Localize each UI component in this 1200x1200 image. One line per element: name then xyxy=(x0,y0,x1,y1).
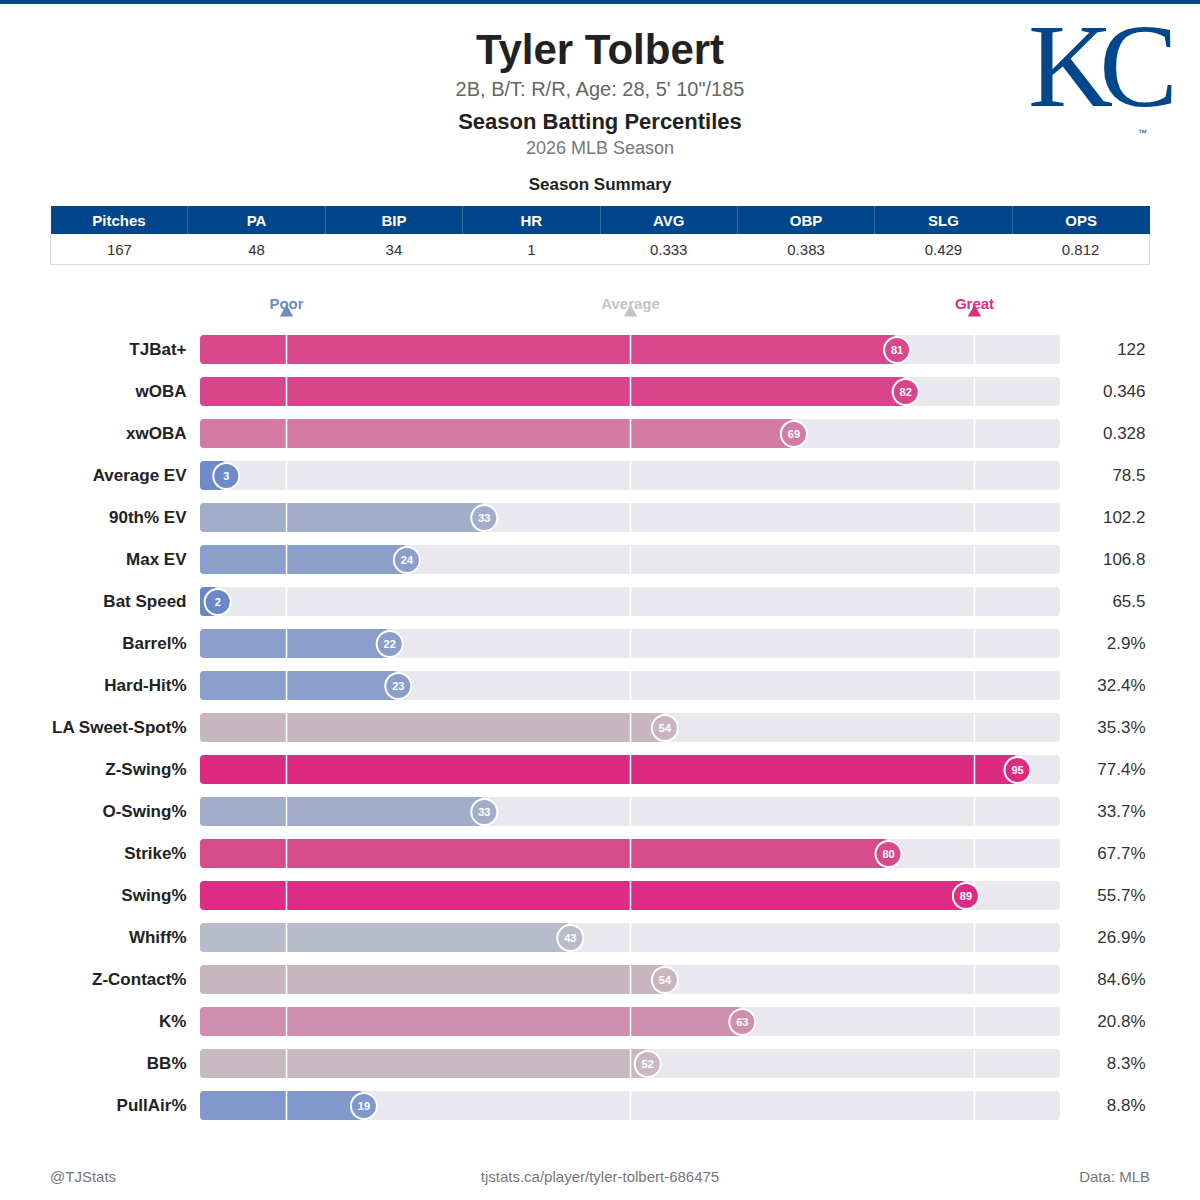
svg-text:Swing%: Swing% xyxy=(121,886,186,905)
html-text:PA: PA xyxy=(246,211,267,229)
svg-text:43: 43 xyxy=(564,932,576,944)
html-text:BIP: BIP xyxy=(381,211,407,229)
svg-text:0.328: 0.328 xyxy=(1103,424,1146,443)
svg-text:67.7%: 67.7% xyxy=(1097,844,1145,863)
svg-text:20.8%: 20.8% xyxy=(1097,1012,1145,1031)
html-text:KC: KC xyxy=(1028,1,1164,132)
html-text:Tyler Tolbert: Tyler Tolbert xyxy=(475,26,725,73)
html-text:Season Batting Percentiles: Season Batting Percentiles xyxy=(458,109,742,134)
html-text:167: 167 xyxy=(106,240,132,258)
html-text:@TJStats: @TJStats xyxy=(50,1168,117,1185)
svg-text:TJBat+: TJBat+ xyxy=(129,340,186,359)
svg-text:65.5: 65.5 xyxy=(1112,592,1145,611)
html-text:SLG: SLG xyxy=(928,211,959,229)
svg-text:69: 69 xyxy=(788,428,800,440)
html-text:2B, B/T: R/R, Age: 28, 5' 10"/: 2B, B/T: R/R, Age: 28, 5' 10"/185 xyxy=(455,78,745,100)
svg-text:89: 89 xyxy=(960,890,972,902)
svg-text:24: 24 xyxy=(401,554,414,566)
html-text:HR: HR xyxy=(520,211,543,229)
svg-text:Great: Great xyxy=(954,295,995,313)
svg-text:Average: Average xyxy=(601,295,660,313)
svg-text:35.3%: 35.3% xyxy=(1097,718,1145,737)
svg-text:8.3%: 8.3% xyxy=(1107,1054,1146,1073)
svg-text:O-Swing%: O-Swing% xyxy=(102,802,186,821)
svg-text:78.5: 78.5 xyxy=(1112,466,1145,485)
svg-text:122: 122 xyxy=(1117,340,1145,359)
svg-text:102.2: 102.2 xyxy=(1103,508,1146,527)
svg-text:22: 22 xyxy=(384,638,396,650)
html-text:0.333: 0.333 xyxy=(649,240,688,258)
html-text:Data: MLB: Data: MLB xyxy=(1079,1168,1150,1185)
svg-text:LA Sweet-Spot%: LA Sweet-Spot% xyxy=(52,718,186,737)
svg-text:82: 82 xyxy=(900,386,912,398)
svg-text:32.4%: 32.4% xyxy=(1097,676,1145,695)
svg-text:23: 23 xyxy=(392,680,404,692)
svg-text:2: 2 xyxy=(215,596,221,608)
html-text:AVG: AVG xyxy=(653,211,685,229)
svg-text:Barrel%: Barrel% xyxy=(122,634,186,653)
svg-text:54: 54 xyxy=(659,974,672,986)
svg-text:55.7%: 55.7% xyxy=(1097,886,1145,905)
svg-text:2.9%: 2.9% xyxy=(1107,634,1146,653)
svg-text:Z-Contact%: Z-Contact% xyxy=(92,970,186,989)
svg-text:54: 54 xyxy=(659,722,672,734)
svg-text:Strike%: Strike% xyxy=(124,844,186,863)
html-text:OBP: OBP xyxy=(789,211,823,229)
svg-text:wOBA: wOBA xyxy=(135,382,187,401)
html-text:34: 34 xyxy=(385,240,403,258)
html-text:0.429: 0.429 xyxy=(924,240,963,258)
html-text:48: 48 xyxy=(248,240,265,258)
svg-text:Max EV: Max EV xyxy=(126,550,187,569)
svg-text:77.4%: 77.4% xyxy=(1097,760,1145,779)
svg-text:xwOBA: xwOBA xyxy=(126,424,186,443)
svg-text:33.7%: 33.7% xyxy=(1097,802,1145,821)
svg-text:8.8%: 8.8% xyxy=(1107,1096,1146,1115)
html-text:0.812: 0.812 xyxy=(1061,240,1100,258)
html-text:OPS: OPS xyxy=(1065,211,1097,229)
html-text:Pitches: Pitches xyxy=(92,211,146,229)
svg-text:3: 3 xyxy=(223,470,229,482)
svg-text:PullAir%: PullAir% xyxy=(117,1096,187,1115)
svg-text:Whiff%: Whiff% xyxy=(129,928,187,947)
svg-text:BB%: BB% xyxy=(147,1054,187,1073)
svg-text:K%: K% xyxy=(159,1012,186,1031)
svg-text:Poor: Poor xyxy=(269,295,304,313)
html-text:0.383: 0.383 xyxy=(787,240,825,258)
svg-text:81: 81 xyxy=(891,344,903,356)
svg-text:63: 63 xyxy=(736,1016,748,1028)
svg-text:Bat Speed: Bat Speed xyxy=(103,592,186,611)
html-text:tjstats.ca/player/tyler-tolber: tjstats.ca/player/tyler-tolbert-686475 xyxy=(480,1168,720,1185)
svg-text:Z-Swing%: Z-Swing% xyxy=(105,760,186,779)
svg-text:19: 19 xyxy=(358,1100,370,1112)
html-text:Season Summary: Season Summary xyxy=(528,175,672,194)
svg-text:33: 33 xyxy=(478,512,490,524)
svg-text:95: 95 xyxy=(1011,764,1023,776)
svg-text:26.9%: 26.9% xyxy=(1097,928,1145,947)
svg-text:33: 33 xyxy=(478,806,490,818)
html-text:1: 1 xyxy=(527,240,536,258)
svg-text:0.346: 0.346 xyxy=(1103,382,1146,401)
svg-text:52: 52 xyxy=(642,1058,654,1070)
svg-text:Hard-Hit%: Hard-Hit% xyxy=(104,676,186,695)
svg-text:90th% EV: 90th% EV xyxy=(109,508,187,527)
svg-text:80: 80 xyxy=(882,848,894,860)
svg-text:Average EV: Average EV xyxy=(93,466,188,485)
svg-text:84.6%: 84.6% xyxy=(1097,970,1145,989)
html-text:2026 MLB Season: 2026 MLB Season xyxy=(525,138,674,158)
svg-text:106.8: 106.8 xyxy=(1103,550,1146,569)
